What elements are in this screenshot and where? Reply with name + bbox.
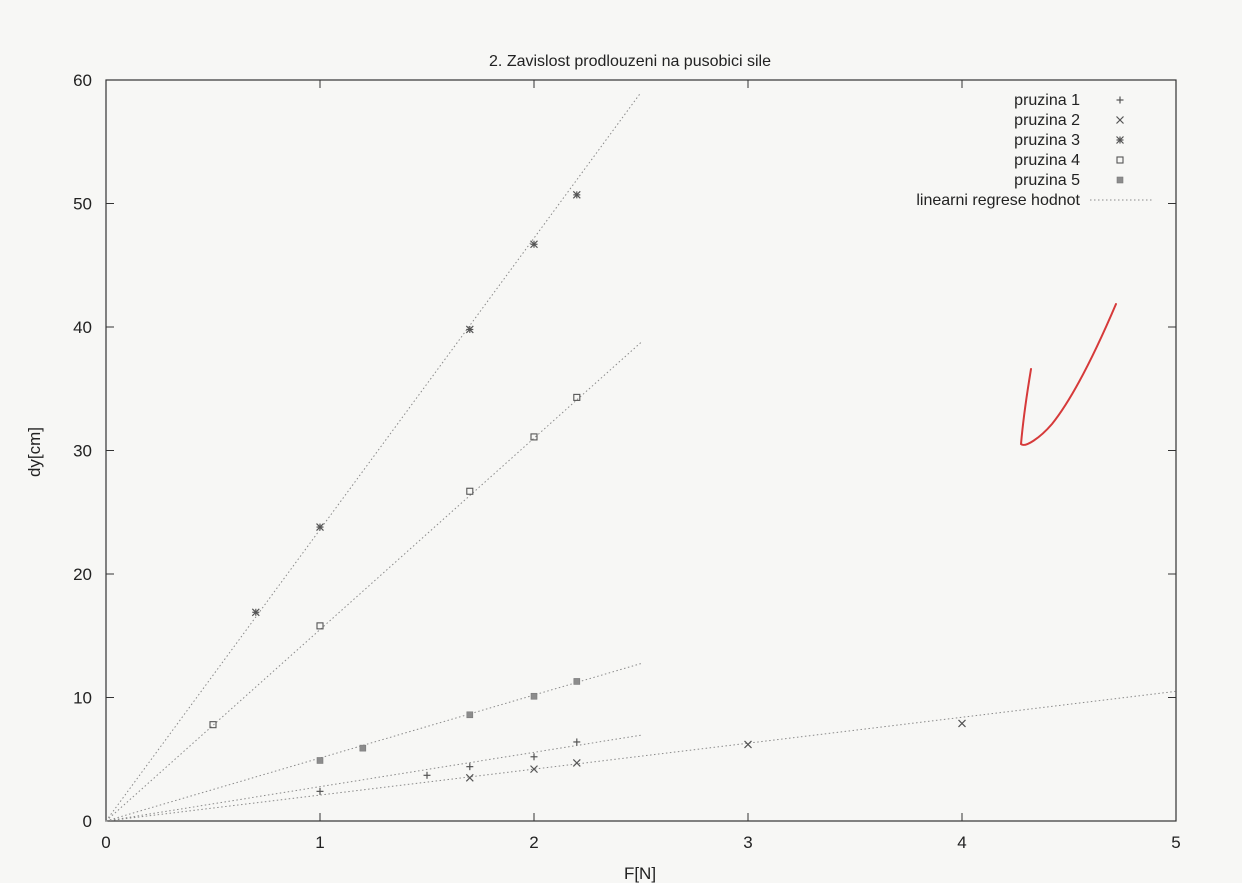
legend-label: linearni regrese hodnot: [916, 192, 1080, 209]
data-point-pruzina-5: [573, 678, 581, 685]
x-tick-label: 0: [101, 833, 110, 852]
legend: pruzina 1 pruzina 2 pruzina 3 pruzina 4 pruz…: [916, 92, 1152, 209]
data-point-pruzina-1: [573, 738, 581, 746]
data-point-pruzina-1: [466, 763, 474, 771]
x-axis-label: F[N]: [624, 864, 656, 883]
regression-line-3: [105, 92, 642, 822]
handwritten-checkmark: [1019, 303, 1117, 446]
data-point-pruzina-5: [530, 692, 538, 700]
data-point-pruzina-1: [316, 787, 324, 795]
y-tick-label: 30: [73, 442, 92, 461]
data-point-pruzina-4: [316, 622, 324, 630]
data-point-pruzina-3: [572, 190, 581, 199]
data-point-pruzina-2: [958, 719, 966, 728]
data-point-pruzina-4: [209, 721, 217, 729]
data-point-pruzina-4: [466, 487, 474, 495]
data-point-pruzina-3: [251, 608, 260, 617]
x-tick-label: 1: [315, 833, 324, 852]
y-tick-label: 50: [73, 195, 92, 214]
x-tick-label: 4: [957, 833, 966, 852]
regression-lines: [105, 92, 1177, 822]
regression-line-2: [105, 690, 1177, 822]
data-point-pruzina-2: [572, 759, 581, 767]
data-point-pruzina-5: [466, 711, 474, 719]
data-point-pruzina-2: [465, 773, 474, 782]
data-point-pruzina-2: [744, 740, 752, 749]
data-point-pruzina-4: [573, 393, 581, 401]
y-axis-label: dy[cm]: [25, 427, 44, 477]
data-point-pruzina-2: [530, 765, 538, 774]
data-point-pruzina-4: [530, 433, 538, 441]
data-point-pruzina-3: [316, 523, 324, 531]
x-tick-label: 5: [1171, 833, 1180, 852]
y-tick-label: 40: [73, 318, 92, 337]
data-point-pruzina-3: [465, 325, 474, 334]
y-tick-label: 60: [73, 71, 92, 90]
data-point-pruzina-3: [530, 240, 538, 249]
legend-marker-5: [1116, 176, 1124, 184]
legend-label: pruzina 3: [1014, 132, 1080, 149]
data-point-pruzina-5: [359, 744, 367, 752]
regression-line-1: [105, 734, 642, 822]
legend-marker-2: [1116, 116, 1124, 124]
legend-marker-1: [1116, 96, 1124, 104]
x-tick-label: 2: [529, 833, 538, 852]
regression-line-5: [105, 663, 642, 822]
data-point-pruzina-1: [423, 771, 431, 779]
regression-line-4: [105, 342, 642, 822]
legend-marker-4: [1116, 156, 1124, 164]
y-tick-label: 0: [83, 812, 92, 831]
legend-label: pruzina 1: [1014, 92, 1080, 109]
legend-marker-3: [1116, 136, 1124, 144]
data-markers: [209, 190, 966, 795]
legend-label: pruzina 2: [1014, 112, 1080, 129]
legend-label: pruzina 4: [1014, 152, 1080, 169]
y-tick-label: 20: [73, 565, 92, 584]
data-point-pruzina-5: [316, 757, 324, 764]
data-point-pruzina-1: [530, 753, 538, 761]
x-tick-label: 3: [743, 833, 752, 852]
chart-title: 2. Zavislost prodlouzeni na pusobici sil…: [489, 53, 771, 70]
legend-label: pruzina 5: [1014, 172, 1080, 189]
y-tick-label: 10: [73, 689, 92, 708]
